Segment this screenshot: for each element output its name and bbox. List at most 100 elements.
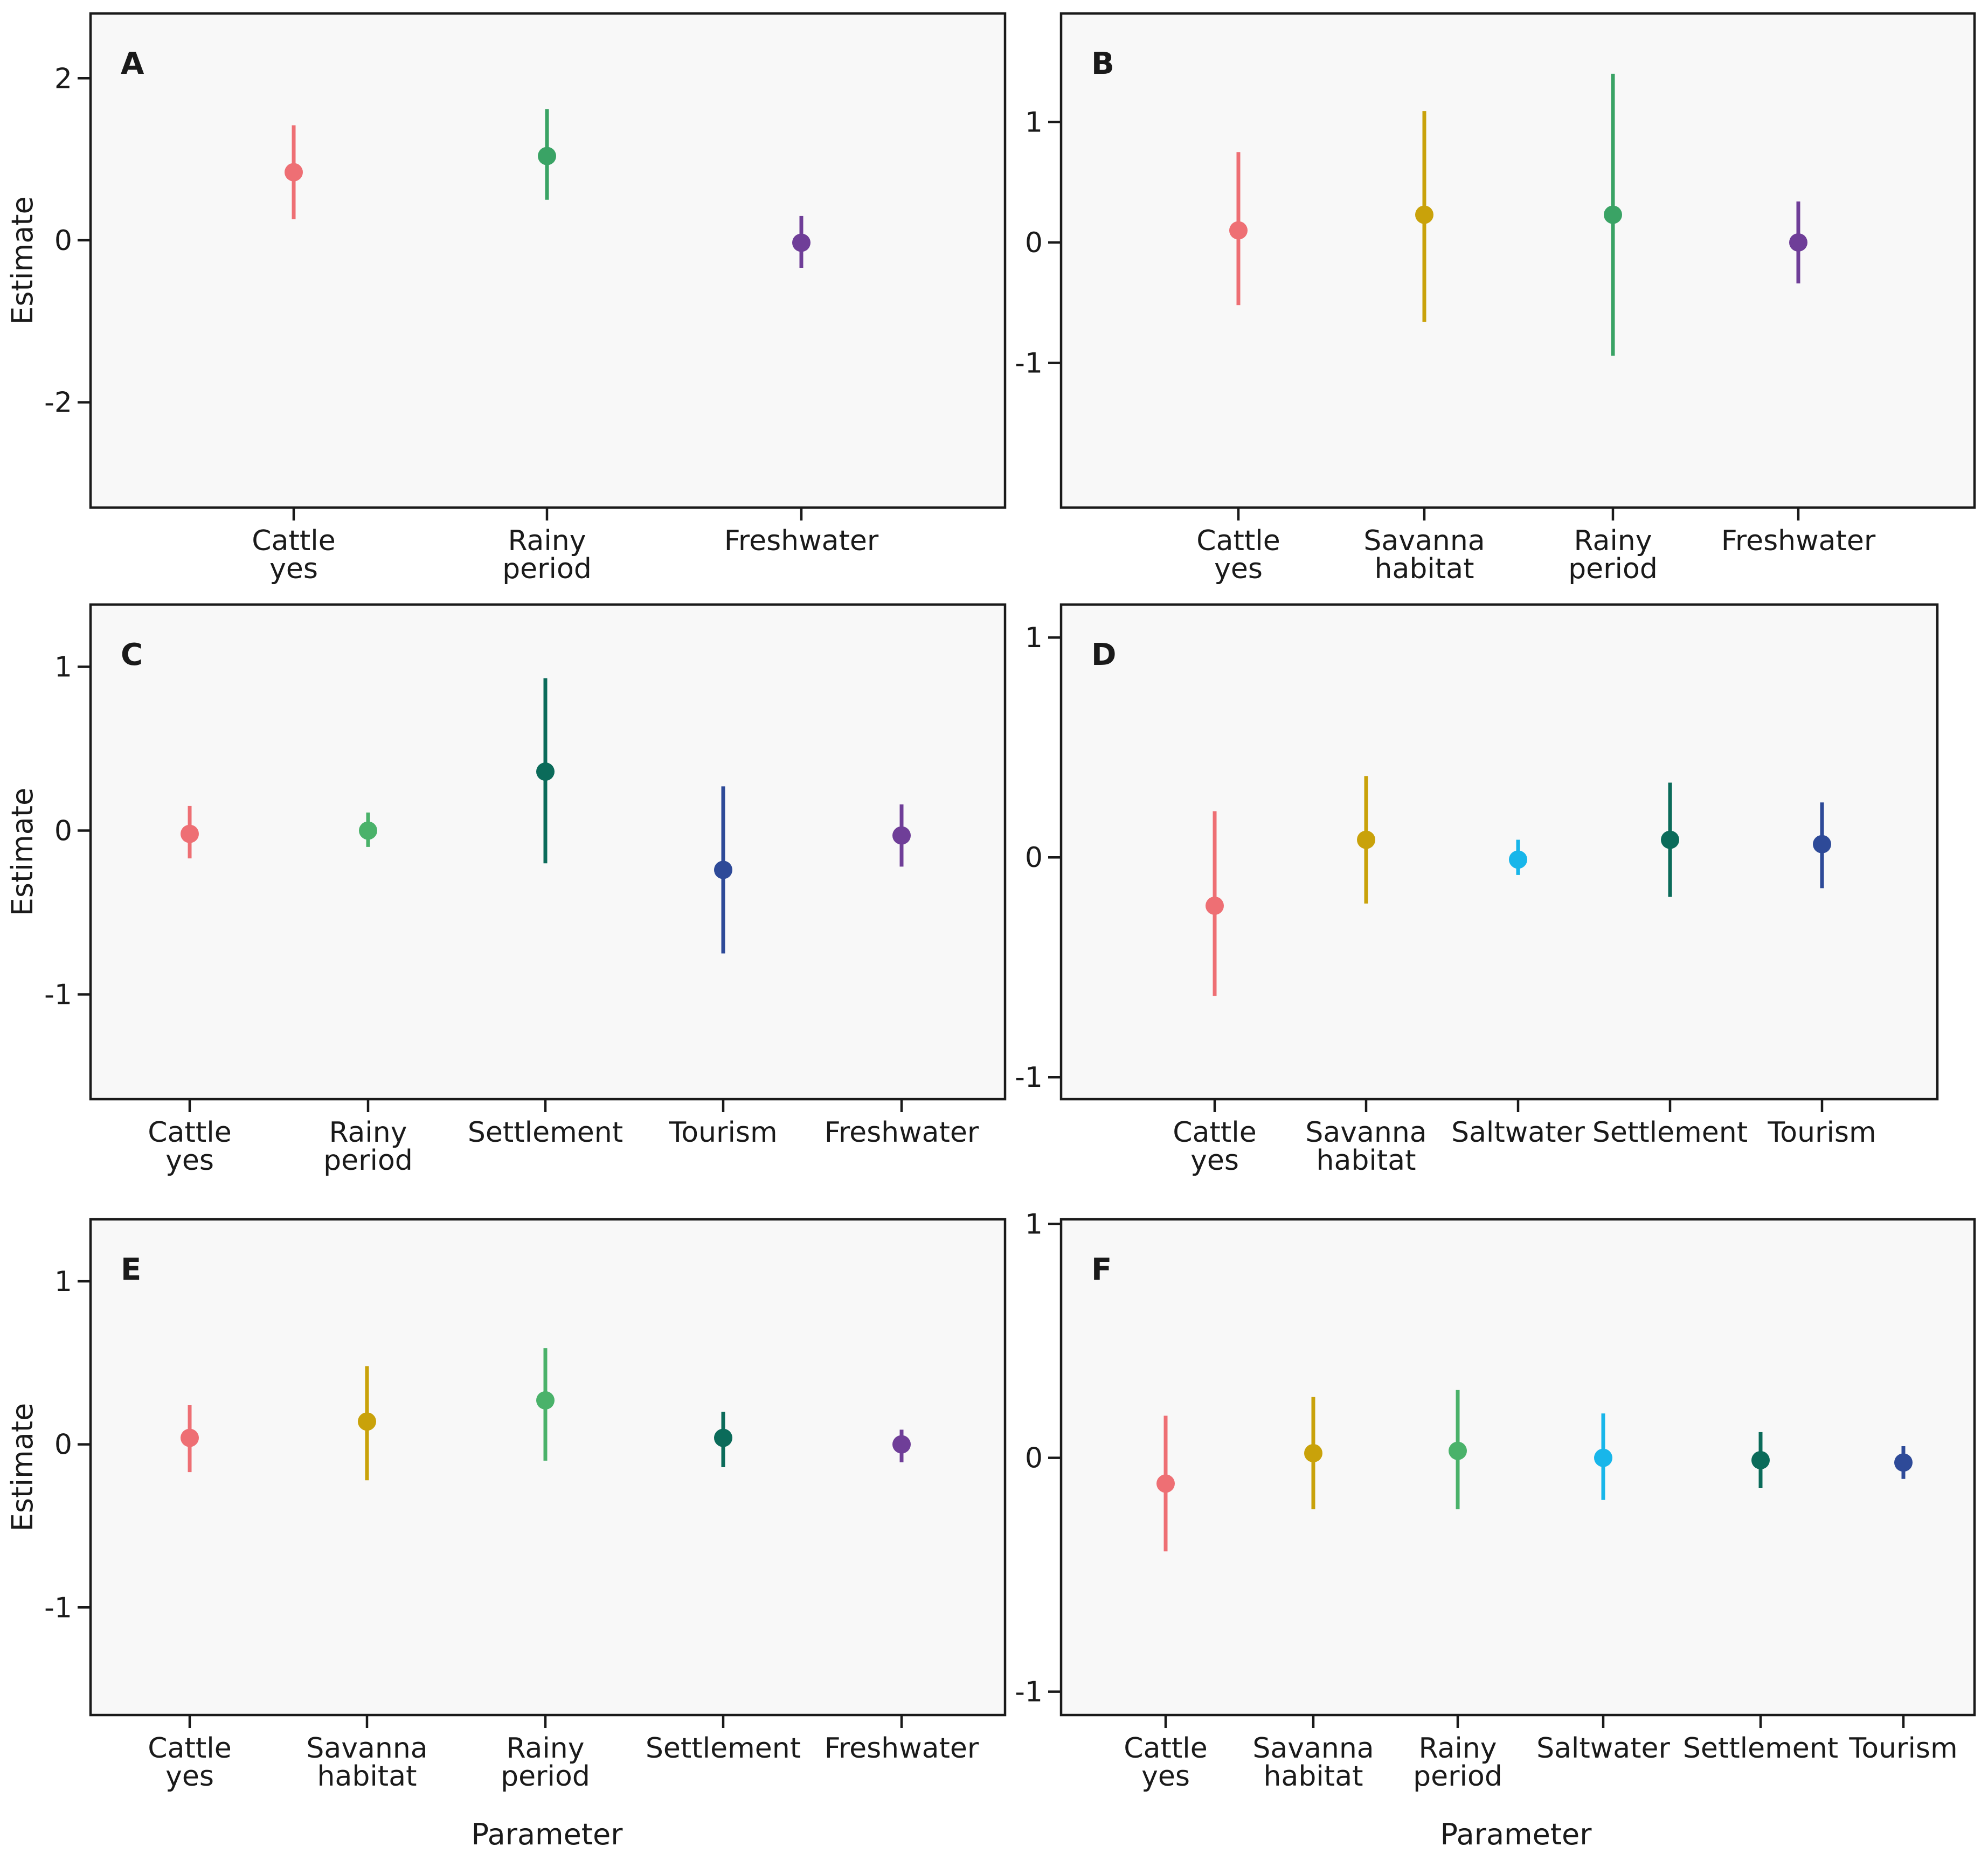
- panel-c-plot-area: [89, 603, 1007, 1101]
- panel-f-estimate-point: [1304, 1443, 1322, 1462]
- x-tick-label-line: Tourism: [1767, 1116, 1876, 1149]
- x-tick-label-line: Tourism: [1848, 1732, 1957, 1765]
- panel-d-x-tick-label: Saltwater: [1451, 1116, 1585, 1149]
- panel-e-x-tick-label: Cattle yes: [148, 1732, 231, 1793]
- panel-b-y-tick-label: 0: [1025, 227, 1043, 259]
- panel-a-estimate-point: [285, 163, 303, 182]
- panel-a-y-tick-label: 2: [54, 63, 72, 95]
- panel-f-y-tick-label: -1: [1015, 1676, 1043, 1709]
- x-tick-label-line: habitat: [1264, 1760, 1363, 1793]
- panel-f-x-axis-title: Parameter: [1440, 1817, 1592, 1851]
- panel-f-estimate-point: [1156, 1474, 1175, 1493]
- panel-b-x-tick-label: Rainy period: [1568, 525, 1658, 585]
- x-tick-label-line: Rainy: [1574, 525, 1652, 557]
- panel-d-estimate-point: [1509, 850, 1527, 869]
- panel-e: E 1 0 -1 Estimate Cattle yes Savanna habitat Rain…: [5, 1218, 1007, 1851]
- panel-c-estimate-point: [181, 824, 199, 843]
- panel-a-x-tick-label: Freshwater: [724, 525, 879, 557]
- panel-d-y-tick-label: 0: [1025, 842, 1043, 874]
- panel-b-plot-area: [1059, 12, 1976, 509]
- x-tick-label-line: Settlement: [468, 1116, 623, 1149]
- panel-c-x-tick-label: Tourism: [668, 1116, 777, 1149]
- x-tick-label-line: Freshwater: [1721, 525, 1876, 557]
- panel-f-estimate-point: [1449, 1441, 1467, 1460]
- panel-e-y-axis-title: Estimate: [5, 1403, 39, 1532]
- panel-f-x-tick-label: Tourism: [1848, 1732, 1957, 1765]
- panel-d-label: D: [1091, 637, 1116, 672]
- panel-c-label: C: [121, 637, 143, 672]
- panel-a-x-tick-label: Rainy period: [502, 525, 592, 585]
- x-tick-label-line: Settlement: [1592, 1116, 1748, 1149]
- panel-c-y-axis-title: Estimate: [5, 788, 39, 917]
- x-tick-label-line: Cattle: [1124, 1732, 1207, 1765]
- panel-b-estimate-point: [1604, 205, 1622, 224]
- panel-a: A 2 0 -2 Estimate Cattle yes Rainy period Freshwa…: [5, 12, 1007, 585]
- panel-c-estimate-point: [892, 826, 911, 845]
- x-tick-label-line: Cattle: [1173, 1116, 1256, 1149]
- x-tick-label-line: Cattle: [148, 1732, 231, 1765]
- x-tick-label-line: Freshwater: [724, 525, 879, 557]
- x-tick-label-line: period: [501, 1760, 590, 1793]
- panel-c-estimate-point: [359, 821, 377, 840]
- x-tick-label-line: habitat: [1375, 553, 1474, 585]
- panel-f-estimate-point: [1894, 1453, 1913, 1472]
- panel-a-y-tick-label: -2: [44, 387, 72, 419]
- x-tick-label-line: yes: [1214, 553, 1263, 585]
- x-tick-label-line: habitat: [317, 1760, 417, 1793]
- panel-c-y-tick-label: 0: [54, 815, 72, 847]
- x-tick-label-line: habitat: [1317, 1144, 1416, 1177]
- panel-c-x-tick-label: Rainy period: [323, 1116, 413, 1177]
- panel-b-estimate-point: [1789, 233, 1807, 252]
- panel-d-y-tick-label: -1: [1015, 1061, 1043, 1094]
- panel-b-x-tick-label: Cattle yes: [1196, 525, 1280, 585]
- panel-c-estimate-point: [714, 860, 732, 879]
- x-tick-label-line: period: [1568, 553, 1658, 585]
- panel-e-x-tick-label: Settlement: [646, 1732, 801, 1765]
- x-tick-label-line: Rainy: [508, 525, 586, 557]
- panel-d-estimate-point: [1357, 830, 1375, 849]
- panel-a-estimate-point: [792, 233, 811, 252]
- panel-e-x-tick-label: Savanna habitat: [306, 1732, 427, 1793]
- panel-e-estimate-point: [892, 1435, 911, 1454]
- panel-a-plot-area: [89, 12, 1007, 509]
- x-tick-label-line: yes: [269, 553, 318, 585]
- panel-a-y-axis-title: Estimate: [5, 196, 39, 325]
- panel-f-y-tick-label: 1: [1025, 1209, 1043, 1241]
- panel-e-y-tick-label: -1: [44, 1592, 72, 1624]
- panel-d-estimate-point: [1661, 830, 1679, 849]
- panel-d-x-tick-label: Savanna habitat: [1305, 1116, 1426, 1177]
- panel-a-estimate-point: [538, 147, 556, 165]
- x-tick-label-line: Cattle: [1196, 525, 1280, 557]
- panel-f: F 1 0 -1 Cattle yes Savanna habitat Rainy period S…: [1015, 1209, 1976, 1851]
- panel-f-estimate-point: [1751, 1450, 1770, 1469]
- panel-e-estimate-point: [358, 1412, 376, 1431]
- x-tick-label-line: Saltwater: [1451, 1116, 1585, 1149]
- panel-b-x-tick-label: Savanna habitat: [1363, 525, 1485, 585]
- panel-d-y-tick-label: 1: [1025, 622, 1043, 654]
- x-tick-label-line: Freshwater: [825, 1116, 979, 1149]
- x-tick-label-line: Tourism: [668, 1116, 777, 1149]
- panel-b-y-tick-label: -1: [1015, 348, 1043, 380]
- x-tick-label-line: Savanna: [306, 1732, 427, 1765]
- panel-b-estimate-point: [1415, 205, 1433, 224]
- panel-b-estimate-point: [1229, 221, 1248, 240]
- panel-a-y-tick-label: 0: [54, 225, 72, 257]
- panel-c: C 1 0 -1 Estimate Cattle yes Rainy period Settlem…: [5, 603, 1007, 1177]
- panel-f-x-tick-label: Settlement: [1683, 1732, 1838, 1765]
- panel-c-x-tick-label: Settlement: [468, 1116, 623, 1149]
- panel-d-x-tick-label: Settlement: [1592, 1116, 1748, 1149]
- x-tick-label-line: yes: [1190, 1144, 1239, 1177]
- x-tick-label-line: Rainy: [329, 1116, 407, 1149]
- panel-b-y-tick-label: 1: [1025, 106, 1043, 138]
- x-tick-label-line: Rainy: [1418, 1732, 1497, 1765]
- panel-e-x-tick-label: Rainy period: [501, 1732, 590, 1793]
- panel-a-x-tick-label: Cattle yes: [252, 525, 335, 585]
- panel-b: B 1 0 -1 Cattle yes Savanna habitat Rainy period F…: [1015, 12, 1976, 585]
- panel-d-x-tick-label: Cattle yes: [1173, 1116, 1256, 1177]
- panel-e-y-tick-label: 1: [54, 1266, 72, 1298]
- panel-f-x-tick-label: Savanna habitat: [1252, 1732, 1374, 1793]
- panel-e-estimate-point: [536, 1391, 555, 1410]
- panel-e-x-tick-label: Freshwater: [825, 1732, 979, 1765]
- x-tick-label-line: yes: [165, 1760, 214, 1793]
